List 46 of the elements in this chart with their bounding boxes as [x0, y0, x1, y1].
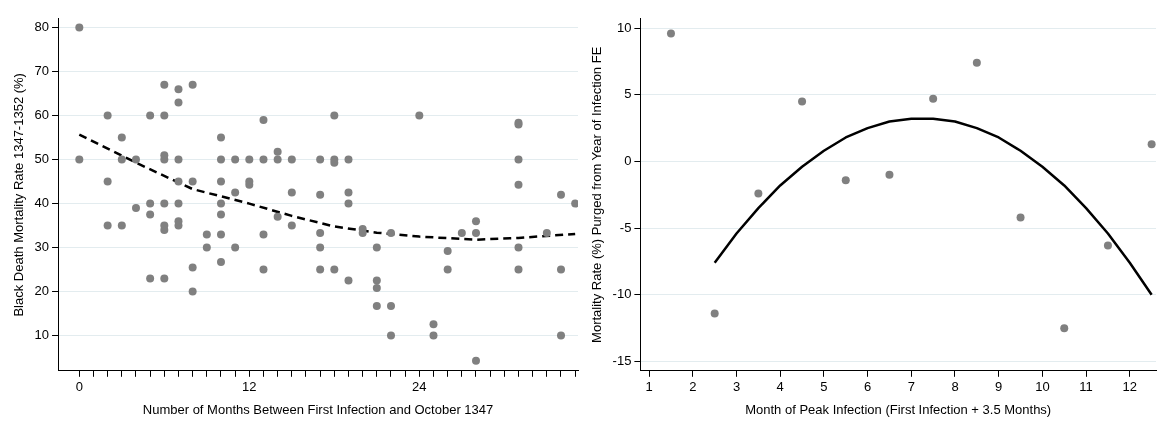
y-tick-label: -10 — [612, 286, 632, 302]
x-tick-label: 12 — [1122, 379, 1138, 395]
point — [1060, 324, 1069, 333]
y-axis-title: Black Death Mortality Rate 1347-1352 (%) — [11, 73, 27, 317]
point — [1103, 241, 1112, 250]
x-tick-label: 11 — [1079, 379, 1093, 395]
y-tick-label: 80 — [34, 19, 50, 35]
point — [798, 97, 807, 106]
x-tick-label: 6 — [863, 379, 872, 395]
point — [885, 170, 894, 179]
x-tick-label: 8 — [951, 379, 959, 395]
y-tick-label: 0 — [624, 153, 632, 169]
line-series — [78, 133, 577, 241]
y-tick-label: 50 — [34, 151, 50, 167]
x-axis-title: Number of Months Between First Infection and October 1347 — [142, 401, 494, 417]
x-axis-title: Month of Peak Infection (First Infection + 3.5 Months) — [745, 401, 1052, 417]
x-tick-label: 7 — [907, 379, 915, 395]
x-tick-label: 4 — [776, 379, 784, 395]
point — [929, 94, 938, 103]
y-tick-label: 5 — [624, 86, 632, 102]
x-tick-label: 1 — [645, 379, 653, 395]
y-tick-label: 40 — [34, 195, 50, 211]
x-tick-label: 5 — [820, 379, 828, 395]
point — [666, 29, 675, 38]
x-tick-label: 24 — [412, 379, 427, 395]
point — [841, 176, 850, 185]
y-tick-label: 10 — [34, 327, 50, 343]
x-tick-label: 9 — [995, 379, 1003, 395]
point — [710, 309, 719, 318]
y-tick-label: -15 — [612, 353, 632, 369]
point — [1147, 140, 1156, 149]
x-tick-label: 10 — [1035, 379, 1050, 395]
x-tick-label: 0 — [75, 379, 83, 395]
y-tick-label: -5 — [619, 219, 632, 235]
x-tick-label: 12 — [242, 379, 257, 395]
point — [754, 189, 763, 198]
y-tick-label: 30 — [34, 239, 50, 255]
y-tick-label: 70 — [34, 63, 50, 79]
x-tick-label: 3 — [732, 379, 741, 395]
y-tick-label: 10 — [616, 19, 632, 35]
point — [972, 58, 981, 67]
y-tick-label: 20 — [34, 283, 50, 299]
y-tick-label: 60 — [34, 107, 50, 123]
x-tick-label: 2 — [689, 379, 697, 395]
point — [1016, 213, 1025, 222]
y-axis-title: Mortality Rate (%) Purged from Year of Infection FE — [589, 46, 605, 343]
